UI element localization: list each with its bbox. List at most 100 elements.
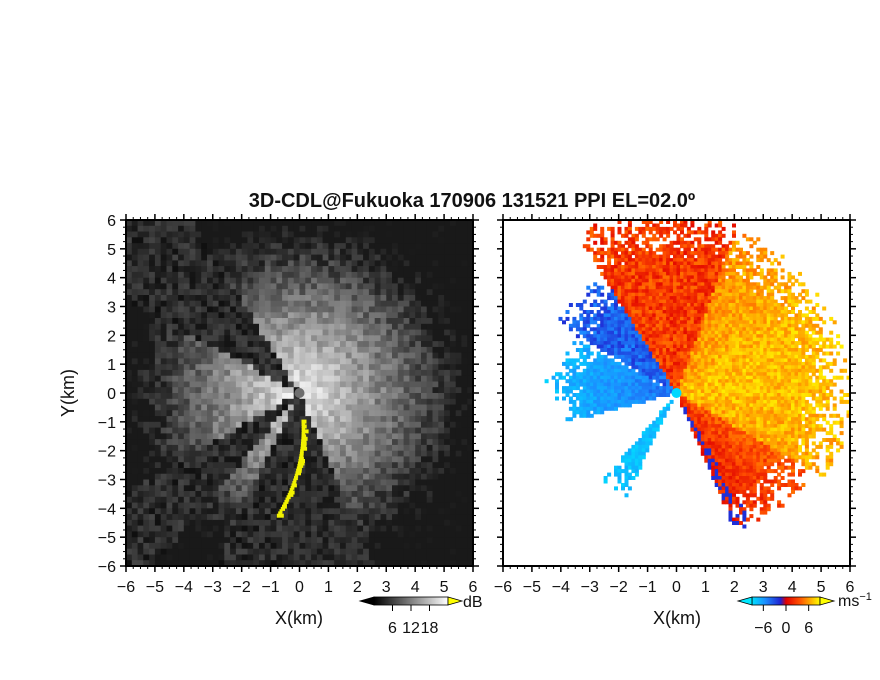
snr-cell <box>357 220 364 227</box>
snr-cell <box>293 525 301 532</box>
velocity-cell <box>589 226 594 231</box>
snr-cell <box>218 254 225 261</box>
snr-cell <box>195 450 202 458</box>
snr-cell <box>397 421 405 429</box>
snr-cell <box>212 318 220 325</box>
snr-cell <box>201 473 208 481</box>
x-axis-label-left: X(km) <box>275 608 323 628</box>
velocity-cell <box>648 354 653 359</box>
snr-cell <box>241 439 249 446</box>
highlight-cell <box>301 434 307 439</box>
snr-cell <box>426 346 434 354</box>
velocity-cell <box>645 226 650 231</box>
snr-cell <box>380 289 387 296</box>
snr-cell <box>259 381 266 388</box>
snr-cell <box>264 289 272 296</box>
snr-cell <box>230 444 237 452</box>
snr-cell <box>207 271 214 279</box>
velocity-cell <box>638 382 643 387</box>
snr-cell <box>218 306 225 313</box>
snr-cell <box>299 404 306 411</box>
snr-cell <box>357 364 364 371</box>
velocity-cell <box>641 451 646 456</box>
snr-cell <box>444 231 451 238</box>
velocity-cell <box>586 354 591 359</box>
velocity-cell <box>634 285 639 290</box>
snr-cell <box>247 473 254 481</box>
snr-cell <box>264 560 272 566</box>
snr-cell <box>172 364 179 371</box>
snr-cell <box>345 531 353 538</box>
velocity-cell <box>648 265 653 269</box>
snr-cell <box>392 329 399 336</box>
snr-cell <box>154 410 162 417</box>
velocity-cell <box>607 393 612 397</box>
snr-cell <box>299 508 306 515</box>
snr-cell <box>386 456 393 463</box>
snr-cell <box>426 220 434 227</box>
snr-cell <box>311 398 318 406</box>
snr-cell <box>316 548 324 556</box>
snr-cell <box>282 427 289 434</box>
snr-cell <box>143 375 150 383</box>
snr-cell <box>218 502 225 509</box>
snr-cell <box>461 381 468 388</box>
velocity-cell <box>631 476 636 480</box>
velocity-cell <box>624 275 629 280</box>
snr-cell <box>264 237 272 244</box>
snr-cell <box>328 450 335 458</box>
snr-cell <box>311 485 318 492</box>
velocity-cell <box>621 483 625 487</box>
velocity-cell <box>624 354 629 359</box>
snr-cell <box>340 329 347 336</box>
snr-cell <box>386 508 393 515</box>
snr-cell <box>305 318 312 325</box>
snr-cell <box>449 496 457 504</box>
snr-cell <box>189 358 196 365</box>
velocity-cell <box>600 233 605 238</box>
velocity-cell <box>624 365 629 370</box>
snr-cell <box>363 479 370 486</box>
snr-cell <box>386 341 393 348</box>
velocity-cell <box>607 292 612 297</box>
snr-cell <box>467 410 473 417</box>
snr-cell <box>230 462 237 469</box>
snr-cell <box>178 439 185 446</box>
snr-cell <box>183 323 191 331</box>
snr-cell <box>224 369 231 377</box>
snr-cell <box>299 323 306 331</box>
snr-cell <box>259 237 266 244</box>
velocity-cell <box>631 368 636 373</box>
snr-cell <box>247 502 254 509</box>
snr-cell <box>392 231 399 238</box>
snr-cell <box>426 231 434 238</box>
snr-cell <box>461 462 468 469</box>
velocity-cell <box>572 361 577 366</box>
snr-cell <box>183 548 191 556</box>
velocity-cell <box>624 306 629 311</box>
snr-cell <box>143 462 150 469</box>
snr-cell <box>467 491 473 498</box>
snr-cell <box>235 427 243 434</box>
snr-cell <box>149 519 156 527</box>
snr-cell <box>444 502 451 509</box>
snr-cell <box>241 254 249 261</box>
snr-cell <box>241 289 249 296</box>
snr-cell <box>328 358 335 365</box>
velocity-cell <box>586 316 591 321</box>
snr-cell <box>224 237 231 244</box>
snr-cell <box>224 410 231 417</box>
snr-cell <box>276 352 283 359</box>
snr-cell <box>149 387 156 394</box>
snr-cell <box>345 358 353 365</box>
velocity-cell <box>589 247 594 252</box>
snr-cell <box>322 243 329 250</box>
snr-cell <box>467 375 473 383</box>
snr-cell <box>357 456 364 463</box>
snr-cell <box>276 375 283 383</box>
snr-cell <box>207 450 214 458</box>
snr-cell <box>282 364 289 371</box>
snr-cell <box>357 295 364 302</box>
velocity-cell <box>614 472 618 477</box>
snr-cell <box>357 398 364 406</box>
